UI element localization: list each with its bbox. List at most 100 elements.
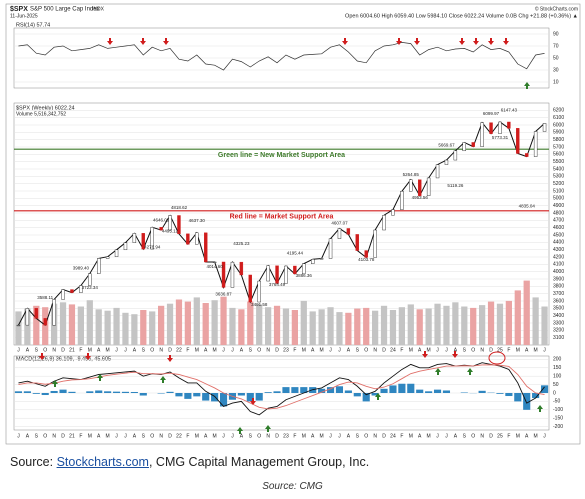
price-annotation: 3588.11 [37, 295, 53, 300]
macd-histogram [41, 393, 49, 396]
volume-bar [309, 311, 316, 345]
y-tick-label: 4700 [553, 218, 564, 224]
sell-arrow [250, 398, 256, 405]
x-tick-label: F [79, 347, 82, 353]
x-tick-label: A [454, 347, 458, 353]
y-tick-label: 3100 [553, 335, 564, 341]
x-tick-label: O [471, 347, 475, 353]
price-annotation: 4276.94 [144, 245, 161, 250]
caption: Source: CMG [262, 481, 323, 492]
volume-bar [523, 280, 530, 345]
candle [426, 177, 431, 196]
macd-histogram [416, 389, 424, 393]
price-title: $SPX (Weekly) 6022.24 [16, 105, 75, 111]
x-tick-label: N [159, 433, 163, 439]
x-tick-label: F [400, 347, 403, 353]
rsi-line [18, 42, 545, 71]
macd-histogram [264, 392, 272, 393]
y-tick-label: 4900 [553, 203, 564, 209]
chart-frame [5, 3, 581, 445]
price-annotation: 4325.23 [233, 241, 250, 246]
price-annotation: 4637.30 [189, 218, 206, 223]
volume-bar [175, 299, 183, 345]
x-tick-label: S [142, 347, 146, 353]
x-tick-label: A [204, 433, 208, 439]
sell-arrow [488, 38, 494, 45]
buy-arrow [524, 82, 530, 89]
x-tick-label: F [293, 347, 296, 353]
support-label: Red line = Market Support Area [230, 214, 334, 221]
volume-bar [496, 303, 504, 345]
x-tick-label: J [231, 433, 234, 439]
candle [453, 150, 458, 161]
y-tick-label: 3400 [553, 313, 564, 319]
x-tick-label: M [409, 433, 413, 439]
macd-histogram [514, 393, 522, 402]
credit: © StockCharts.com [535, 5, 578, 12]
x-tick-label: 23 [283, 433, 289, 439]
volume-bar [15, 311, 22, 345]
y-tick-label: 4600 [553, 225, 564, 231]
x-tick-label: A [133, 433, 137, 439]
support-label: Green line = New Market Support Area [218, 152, 345, 159]
candle [212, 261, 217, 263]
x-tick-label: J [222, 347, 225, 353]
source-link[interactable]: Stockcharts.com [56, 455, 149, 469]
x-tick-label: D [61, 433, 65, 439]
macd-histogram [14, 391, 23, 393]
candle [337, 228, 342, 239]
macd-histogram [112, 391, 121, 393]
x-tick-label: D [382, 433, 386, 439]
y-tick-label: 5400 [553, 166, 564, 172]
candle [168, 215, 172, 231]
volume-bar [479, 305, 486, 345]
candle [444, 159, 449, 165]
macd-histogram [318, 388, 326, 393]
candle [346, 228, 351, 235]
candle [248, 274, 252, 303]
price-annotation: 4195.44 [287, 251, 304, 256]
x-tick-label: J [338, 347, 341, 353]
x-tick-label: J [445, 347, 448, 353]
date: 11-Jun-2025 [10, 13, 38, 19]
source-line: Source: Stockcharts.com, CMG Capital Man… [10, 455, 369, 469]
x-tick-label: D [61, 347, 65, 353]
volume-bar [238, 309, 245, 345]
macd-histogram [273, 391, 281, 393]
candle [16, 324, 21, 327]
macd-histogram [433, 389, 442, 393]
price-annotation: 5669.67 [438, 142, 455, 147]
candle [275, 265, 279, 284]
volume-bar [184, 301, 191, 345]
x-tick-label: A [204, 347, 208, 353]
x-tick-label: J [115, 347, 118, 353]
candle [391, 209, 395, 216]
sell-arrow [473, 38, 479, 45]
y-tick-label: 4200 [553, 254, 564, 260]
x-tick-label: 24 [390, 433, 396, 439]
x-tick-label: M [195, 433, 199, 439]
price-annotation: 3723.34 [82, 285, 99, 290]
x-tick-label: F [293, 433, 296, 439]
candle [542, 123, 547, 132]
y-tick-label: 3600 [553, 298, 564, 304]
candle [507, 121, 511, 129]
x-tick-label: 21 [69, 433, 75, 439]
macd-histogram [246, 393, 254, 402]
x-tick-label: N [159, 347, 163, 353]
volume-bar [113, 307, 120, 345]
x-tick-label: M [213, 433, 217, 439]
x-tick-label: M [302, 433, 306, 439]
x-tick-label: O [43, 433, 47, 439]
y-tick-label: 3800 [553, 284, 564, 290]
y-tick-label: 4800 [553, 210, 564, 216]
volume-bar [158, 305, 165, 345]
x-tick-label: J [124, 433, 127, 439]
x-tick-label: J [231, 347, 234, 353]
rsi-title: RSI(14) 57.74 [16, 22, 50, 28]
y-tick-label: 6000 [553, 122, 564, 128]
volume-bar [300, 300, 307, 345]
candle [52, 299, 56, 326]
candle [61, 289, 65, 300]
candle [230, 261, 235, 288]
